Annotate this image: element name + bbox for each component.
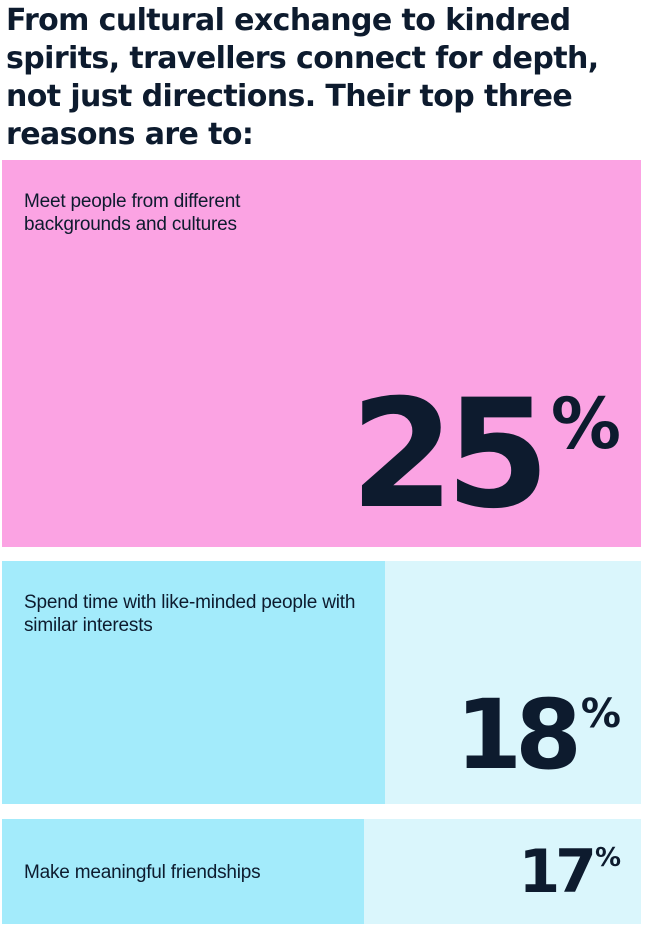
reason-bar-2 [2,561,385,804]
percent-sign-3: % [594,843,621,873]
reason-bar-1 [2,160,641,547]
reason-card-3: Make meaningful friendships 17 % [2,819,641,924]
reason-value-2: 18 % [455,679,621,791]
reason-label-3: Make meaningful friendships [24,862,261,883]
percent-sign-2: % [580,691,621,737]
reason-value-3: 17 % [518,837,621,907]
reason-card-1: Meet people from different backgrounds a… [2,160,641,547]
reason-value-1: 25 % [350,368,621,542]
reason-card-2: Spend time with like-minded people with … [2,561,641,804]
reason-value-number-2: 18 [455,679,582,791]
percent-sign-1: % [550,383,621,465]
reason-value-number-1: 25 [350,368,550,542]
reason-label-1: Meet people from different backgrounds a… [24,191,241,235]
headline: From cultural exchange to kindred spirit… [6,3,599,152]
reason-value-number-3: 17 [518,837,596,907]
reason-label-2: Spend time with like-minded people with … [24,592,356,636]
reason-bar-3 [2,819,364,924]
